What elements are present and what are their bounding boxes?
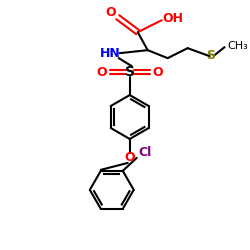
Text: O: O [124,152,135,164]
Text: OH: OH [162,12,183,25]
Text: HN: HN [100,47,120,60]
Text: O: O [106,6,116,19]
Text: O: O [96,66,107,78]
Text: Cl: Cl [138,146,151,160]
Text: O: O [152,66,163,78]
Text: CH₃: CH₃ [227,41,248,51]
Text: S: S [125,65,135,79]
Text: S: S [206,49,215,62]
